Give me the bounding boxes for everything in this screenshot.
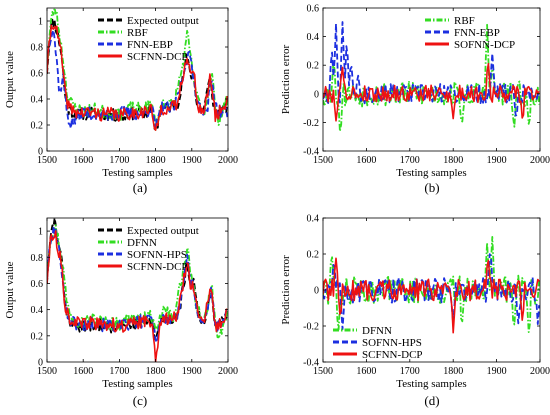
y-tick-label: 0.6 (31, 69, 44, 80)
y-tick-label: 0 (38, 147, 43, 158)
series-group (323, 236, 540, 334)
x-tick-label: 1800 (443, 155, 463, 166)
legend-label: DFNN (127, 237, 157, 249)
y-tick-label: 0.2 (31, 121, 44, 132)
y-tick-label: 1 (38, 17, 43, 28)
legend-label: SCFNN-DCP (362, 349, 423, 361)
y-tick-label: 0.2 (307, 61, 320, 72)
x-tick-label: 2000 (218, 366, 238, 377)
series-line-b-1 (323, 21, 540, 117)
y-axis-label: Prediction error (280, 255, 292, 325)
y-axis-label: Output value (4, 261, 16, 318)
panel-c: 1500 1600 1700 1800 1900 2000 0 0.2 0.4 0.6 0.8 1 Te… (4, 217, 238, 408)
series-group (47, 8, 228, 131)
x-axis-label: Testing samples (396, 167, 466, 179)
x-tick-label: 1800 (146, 155, 166, 166)
series-line-d-2 (323, 257, 540, 334)
panel-d: 1500 1600 1700 1800 1900 2000 -0.4 -0.2 0 0.2 0.4 T… (280, 214, 550, 409)
y-tick-label: 0 (314, 89, 319, 100)
y-tick-label: 0.8 (31, 253, 44, 264)
x-tick-label: 1600 (73, 155, 93, 166)
series-line-c-3 (47, 230, 228, 362)
legend-label: RBF (454, 15, 475, 27)
axes-frame (46, 7, 229, 152)
x-tick-label: 1500 (37, 366, 57, 377)
axes-frame (322, 7, 541, 152)
legend-label: SOFNN-HPS (127, 249, 187, 261)
y-tick-label: -0.2 (303, 118, 319, 129)
y-tick-label: 0 (38, 358, 43, 369)
panel-b: 1500 1600 1700 1800 1900 2000 -0.4 -0.2 0 0.2 0.4 0… (280, 4, 550, 196)
x-tick-label: 1700 (400, 155, 420, 166)
y-tick-label: 0.8 (31, 43, 44, 54)
y-tick-label: 0.4 (31, 95, 44, 106)
series-line-b-2 (323, 62, 540, 122)
x-tick-label: 1900 (487, 155, 507, 166)
y-tick-label: 0.6 (307, 4, 320, 15)
legend-label: SOFNN-HPS (362, 337, 422, 349)
legend-label: FNN-EBP (127, 39, 173, 51)
x-tick-label: 1500 (37, 155, 57, 166)
legend-label: SOFNN-DCP (454, 39, 515, 51)
panel-caption: (b) (424, 180, 439, 195)
x-tick-label: 2000 (530, 366, 550, 377)
x-tick-label: 1600 (356, 155, 376, 166)
panel-caption: (a) (133, 180, 147, 195)
x-tick-label: 1900 (182, 366, 202, 377)
x-tick-label: 1500 (313, 366, 333, 377)
legend-label: RBF (127, 27, 148, 39)
x-axis-label: Testing samples (102, 378, 172, 390)
y-tick-label: 0 (314, 286, 319, 297)
x-tick-label: 1900 (487, 366, 507, 377)
x-tick-label: 1900 (182, 155, 202, 166)
x-tick-label: 1800 (146, 366, 166, 377)
x-axis-label: Testing samples (396, 378, 466, 390)
y-tick-label: -0.2 (303, 322, 319, 333)
panel-a: 1500 1600 1700 1800 1900 2000 0 0.2 0.4 0.6 0.8 1 Te… (4, 7, 238, 195)
legend-label: SCFNN-DCP (127, 51, 188, 63)
series-line-a-3 (47, 24, 228, 131)
legend-label: FNN-EBP (454, 27, 500, 39)
y-tick-label: 0.6 (31, 279, 44, 290)
y-tick-label: 0.2 (31, 331, 44, 342)
x-tick-label: 1700 (400, 366, 420, 377)
panel-caption: (d) (424, 393, 439, 408)
y-tick-label: 0.2 (307, 250, 320, 261)
y-tick-label: 0.4 (31, 305, 44, 316)
x-tick-label: 1600 (73, 366, 93, 377)
y-tick-label: 1 (38, 227, 43, 238)
x-tick-label: 2000 (530, 155, 550, 166)
series-line-d-0 (323, 236, 540, 333)
series-group (47, 218, 228, 362)
x-tick-label: 1700 (109, 366, 129, 377)
axes-frame (46, 217, 229, 363)
x-tick-label: 2000 (218, 155, 238, 166)
x-tick-label: 1800 (443, 366, 463, 377)
x-axis-label: Testing samples (102, 167, 172, 179)
y-axis-label: Output value (4, 51, 16, 108)
y-tick-label: -0.4 (303, 147, 319, 158)
legend-label: Expected output (127, 15, 199, 27)
legend-label: SCFNN-DCP (127, 261, 188, 273)
legend-label: Expected output (127, 225, 199, 237)
y-tick-label: -0.4 (303, 358, 319, 369)
x-tick-label: 1600 (356, 366, 376, 377)
series-group (323, 21, 540, 133)
y-tick-label: 0.4 (307, 32, 320, 43)
x-tick-label: 1500 (313, 155, 333, 166)
x-tick-label: 1700 (109, 155, 129, 166)
legend-label: DFNN (362, 325, 392, 337)
y-axis-label: Prediction error (280, 44, 292, 114)
panel-caption: (c) (133, 393, 147, 408)
y-tick-label: 0.4 (307, 214, 320, 225)
